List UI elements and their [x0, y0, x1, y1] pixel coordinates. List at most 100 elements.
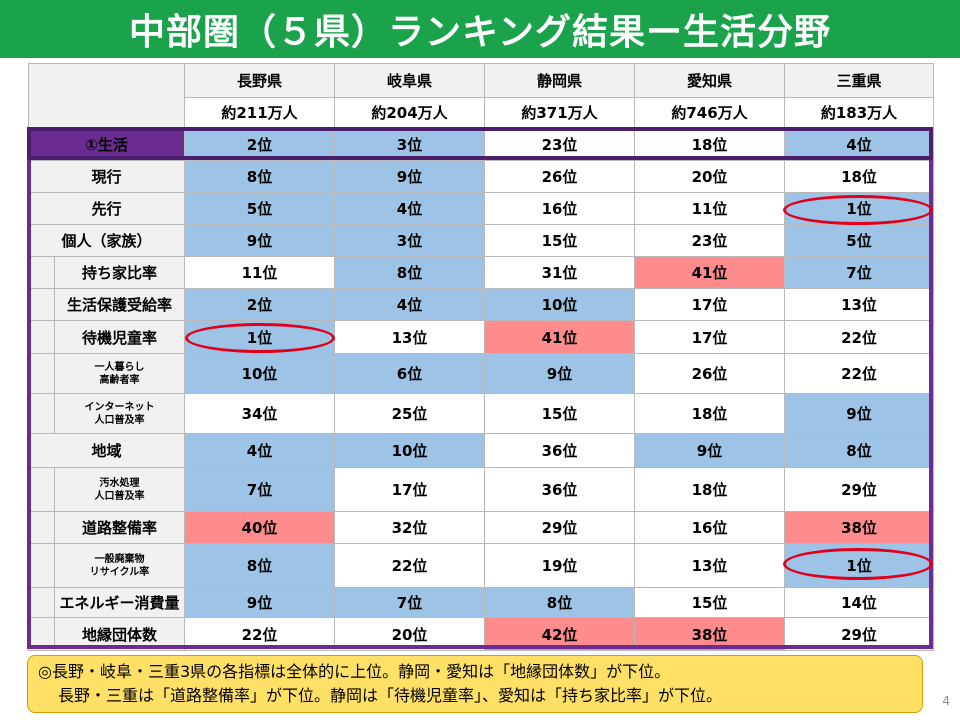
rank-cell: 25位 — [334, 393, 485, 434]
header-corner — [28, 63, 185, 128]
row-label: エネルギー消費量 — [54, 587, 185, 618]
rank-cell: 16位 — [484, 192, 635, 225]
rank-cell: 18位 — [784, 160, 934, 193]
rank-cell: 4位 — [334, 192, 485, 225]
table-row: ①生活 2位 3位 23位 18位 4位 — [28, 127, 934, 161]
rank-cell: 10位 — [334, 433, 485, 468]
table-row: 汚水処理 人口普及率 7位 17位 36位 18位 29位 — [28, 467, 934, 512]
row-label-line: 人口普及率 — [94, 414, 145, 426]
rank-cell: 13位 — [634, 543, 785, 588]
row-label: 一人暮らし 高齢者率 — [54, 353, 185, 394]
summary-note-line-1: ◎長野・岐阜・三重3県の各指標は全体的に上位。静岡・愛知は「地縁団体数」が下位。 — [38, 662, 671, 681]
rank-cell: 26位 — [484, 160, 635, 193]
rank-cell: 29位 — [784, 617, 934, 651]
rank-cell: 3位 — [334, 224, 485, 257]
population-cell: 約746万人 — [634, 97, 785, 128]
prefecture-header: 静岡県 — [484, 63, 635, 98]
rank-cell: 18位 — [634, 393, 785, 434]
population-cell: 約371万人 — [484, 97, 635, 128]
row-indent — [28, 511, 55, 544]
rank-cell: 9位 — [184, 224, 335, 257]
row-label: 地域 — [28, 433, 185, 468]
rank-cell: 36位 — [484, 467, 635, 512]
rank-cell: 41位 — [634, 256, 785, 289]
rank-cell: 20位 — [634, 160, 785, 193]
rank-cell: 17位 — [634, 320, 785, 354]
rank-cell: 7位 — [784, 256, 934, 289]
table-row: 一人暮らし 高齢者率 10位 6位 9位 26位 22位 — [28, 353, 934, 394]
rank-cell: 17位 — [634, 288, 785, 321]
rank-cell: 2位 — [184, 127, 335, 161]
rank-cell: 10位 — [484, 288, 635, 321]
rank-cell: 11位 — [184, 256, 335, 289]
rank-cell: 36位 — [484, 433, 635, 468]
row-label-line: リサイクル率 — [89, 566, 150, 578]
ranking-table: 長野県 岐阜県 静岡県 愛知県 三重県 約211万人 約204万人 約371万人 約746万人約… — [28, 63, 934, 651]
rank-cell: 22位 — [184, 617, 335, 651]
rank-cell: 38位 — [634, 617, 785, 651]
rank-cell: 15位 — [484, 393, 635, 434]
rank-cell: 15位 — [634, 587, 785, 618]
rank-cell: 22位 — [334, 543, 485, 588]
row-label-line: 人口普及率 — [94, 490, 145, 502]
row-label: ①生活 — [28, 127, 185, 161]
rank-cell: 8位 — [784, 433, 934, 468]
ranking-table-wrap: 長野県 岐阜県 静岡県 愛知県 三重県 約211万人 約204万人 約371万人 約746万人約… — [28, 63, 934, 651]
row-indent — [28, 587, 55, 618]
summary-note-line-2: 長野・三重は「道路整備率」が下位。静岡は「待機児童率」、愛知は「持ち家比率」が下… — [58, 686, 723, 705]
row-label: 道路整備率 — [54, 511, 185, 544]
row-label-line: 一般廃棄物 — [94, 553, 145, 565]
rank-cell: 14位 — [784, 587, 934, 618]
header-row-population: 約211万人 約204万人 約371万人 約746万人 約183万人 — [29, 97, 934, 128]
rank-cell: 40位 — [184, 511, 335, 544]
rank-cell: 10位 — [184, 353, 335, 394]
rank-cell: 9位 — [784, 393, 934, 434]
table-row: エネルギー消費量 9位 7位 8位 15位 14位 — [28, 587, 934, 618]
row-indent — [28, 467, 55, 512]
table-row: 生活保護受給率 2位 4位 10位 17位 13位 — [28, 288, 934, 321]
rank-cell: 34位 — [184, 393, 335, 434]
rank-cell: 1位 — [784, 543, 934, 588]
prefecture-header: 岐阜県 — [334, 63, 485, 98]
rank-cell: 1位 — [184, 320, 335, 354]
row-indent — [28, 617, 55, 651]
row-label-line: 汚水処理 — [99, 477, 140, 489]
page-title: 中部圏（５県）ランキング結果ー生活分野 — [129, 12, 831, 53]
rank-cell: 22位 — [784, 353, 934, 394]
row-label: インターネット 人口普及率 — [54, 393, 185, 434]
row-label: 地縁団体数 — [54, 617, 185, 651]
row-label-line: インターネット — [84, 401, 155, 413]
prefecture-header: 長野県 — [184, 63, 335, 98]
rank-cell: 7位 — [184, 467, 335, 512]
rank-cell: 7位 — [334, 587, 485, 618]
row-indent — [28, 353, 55, 394]
table-row: 待機児童率 1位 13位 41位 17位 22位 — [28, 320, 934, 354]
rank-cell: 6位 — [334, 353, 485, 394]
rank-cell: 41位 — [484, 320, 635, 354]
population-cell: 約211万人 — [184, 97, 335, 128]
table-row: 個人（家族） 9位 3位 15位 23位 5位 — [28, 224, 934, 257]
rank-cell: 22位 — [784, 320, 934, 354]
table-row: インターネット 人口普及率 34位 25位 15位 18位 9位 — [28, 393, 934, 434]
rank-cell: 5位 — [784, 224, 934, 257]
table-row: 地域 4位 10位 36位 9位 8位 — [28, 433, 934, 468]
row-label: 生活保護受給率 — [54, 288, 185, 321]
row-indent — [28, 320, 55, 354]
row-label-line: 高齢者率 — [99, 374, 140, 386]
rank-cell: 23位 — [484, 127, 635, 161]
rank-cell: 8位 — [184, 543, 335, 588]
row-label: 待機児童率 — [54, 320, 185, 354]
rank-cell: 13位 — [334, 320, 485, 354]
population-cell: 約204万人 — [334, 97, 485, 128]
rank-cell: 13位 — [784, 288, 934, 321]
table-row: 地縁団体数 22位 20位 42位 38位 29位 — [28, 617, 934, 651]
rank-cell: 2位 — [184, 288, 335, 321]
table-row: 先行 5位 4位 16位 11位 1位 — [28, 192, 934, 225]
table-row: 一般廃棄物 リサイクル率 8位 22位 19位 13位 1位 — [28, 543, 934, 588]
population-cell: 約183万人 — [784, 97, 934, 128]
summary-note: ◎長野・岐阜・三重3県の各指標は全体的に上位。静岡・愛知は「地縁団体数」が下位。… — [27, 655, 923, 713]
rank-cell: 8位 — [334, 256, 485, 289]
row-indent — [28, 288, 55, 321]
rank-cell: 3位 — [334, 127, 485, 161]
rank-cell: 15位 — [484, 224, 635, 257]
